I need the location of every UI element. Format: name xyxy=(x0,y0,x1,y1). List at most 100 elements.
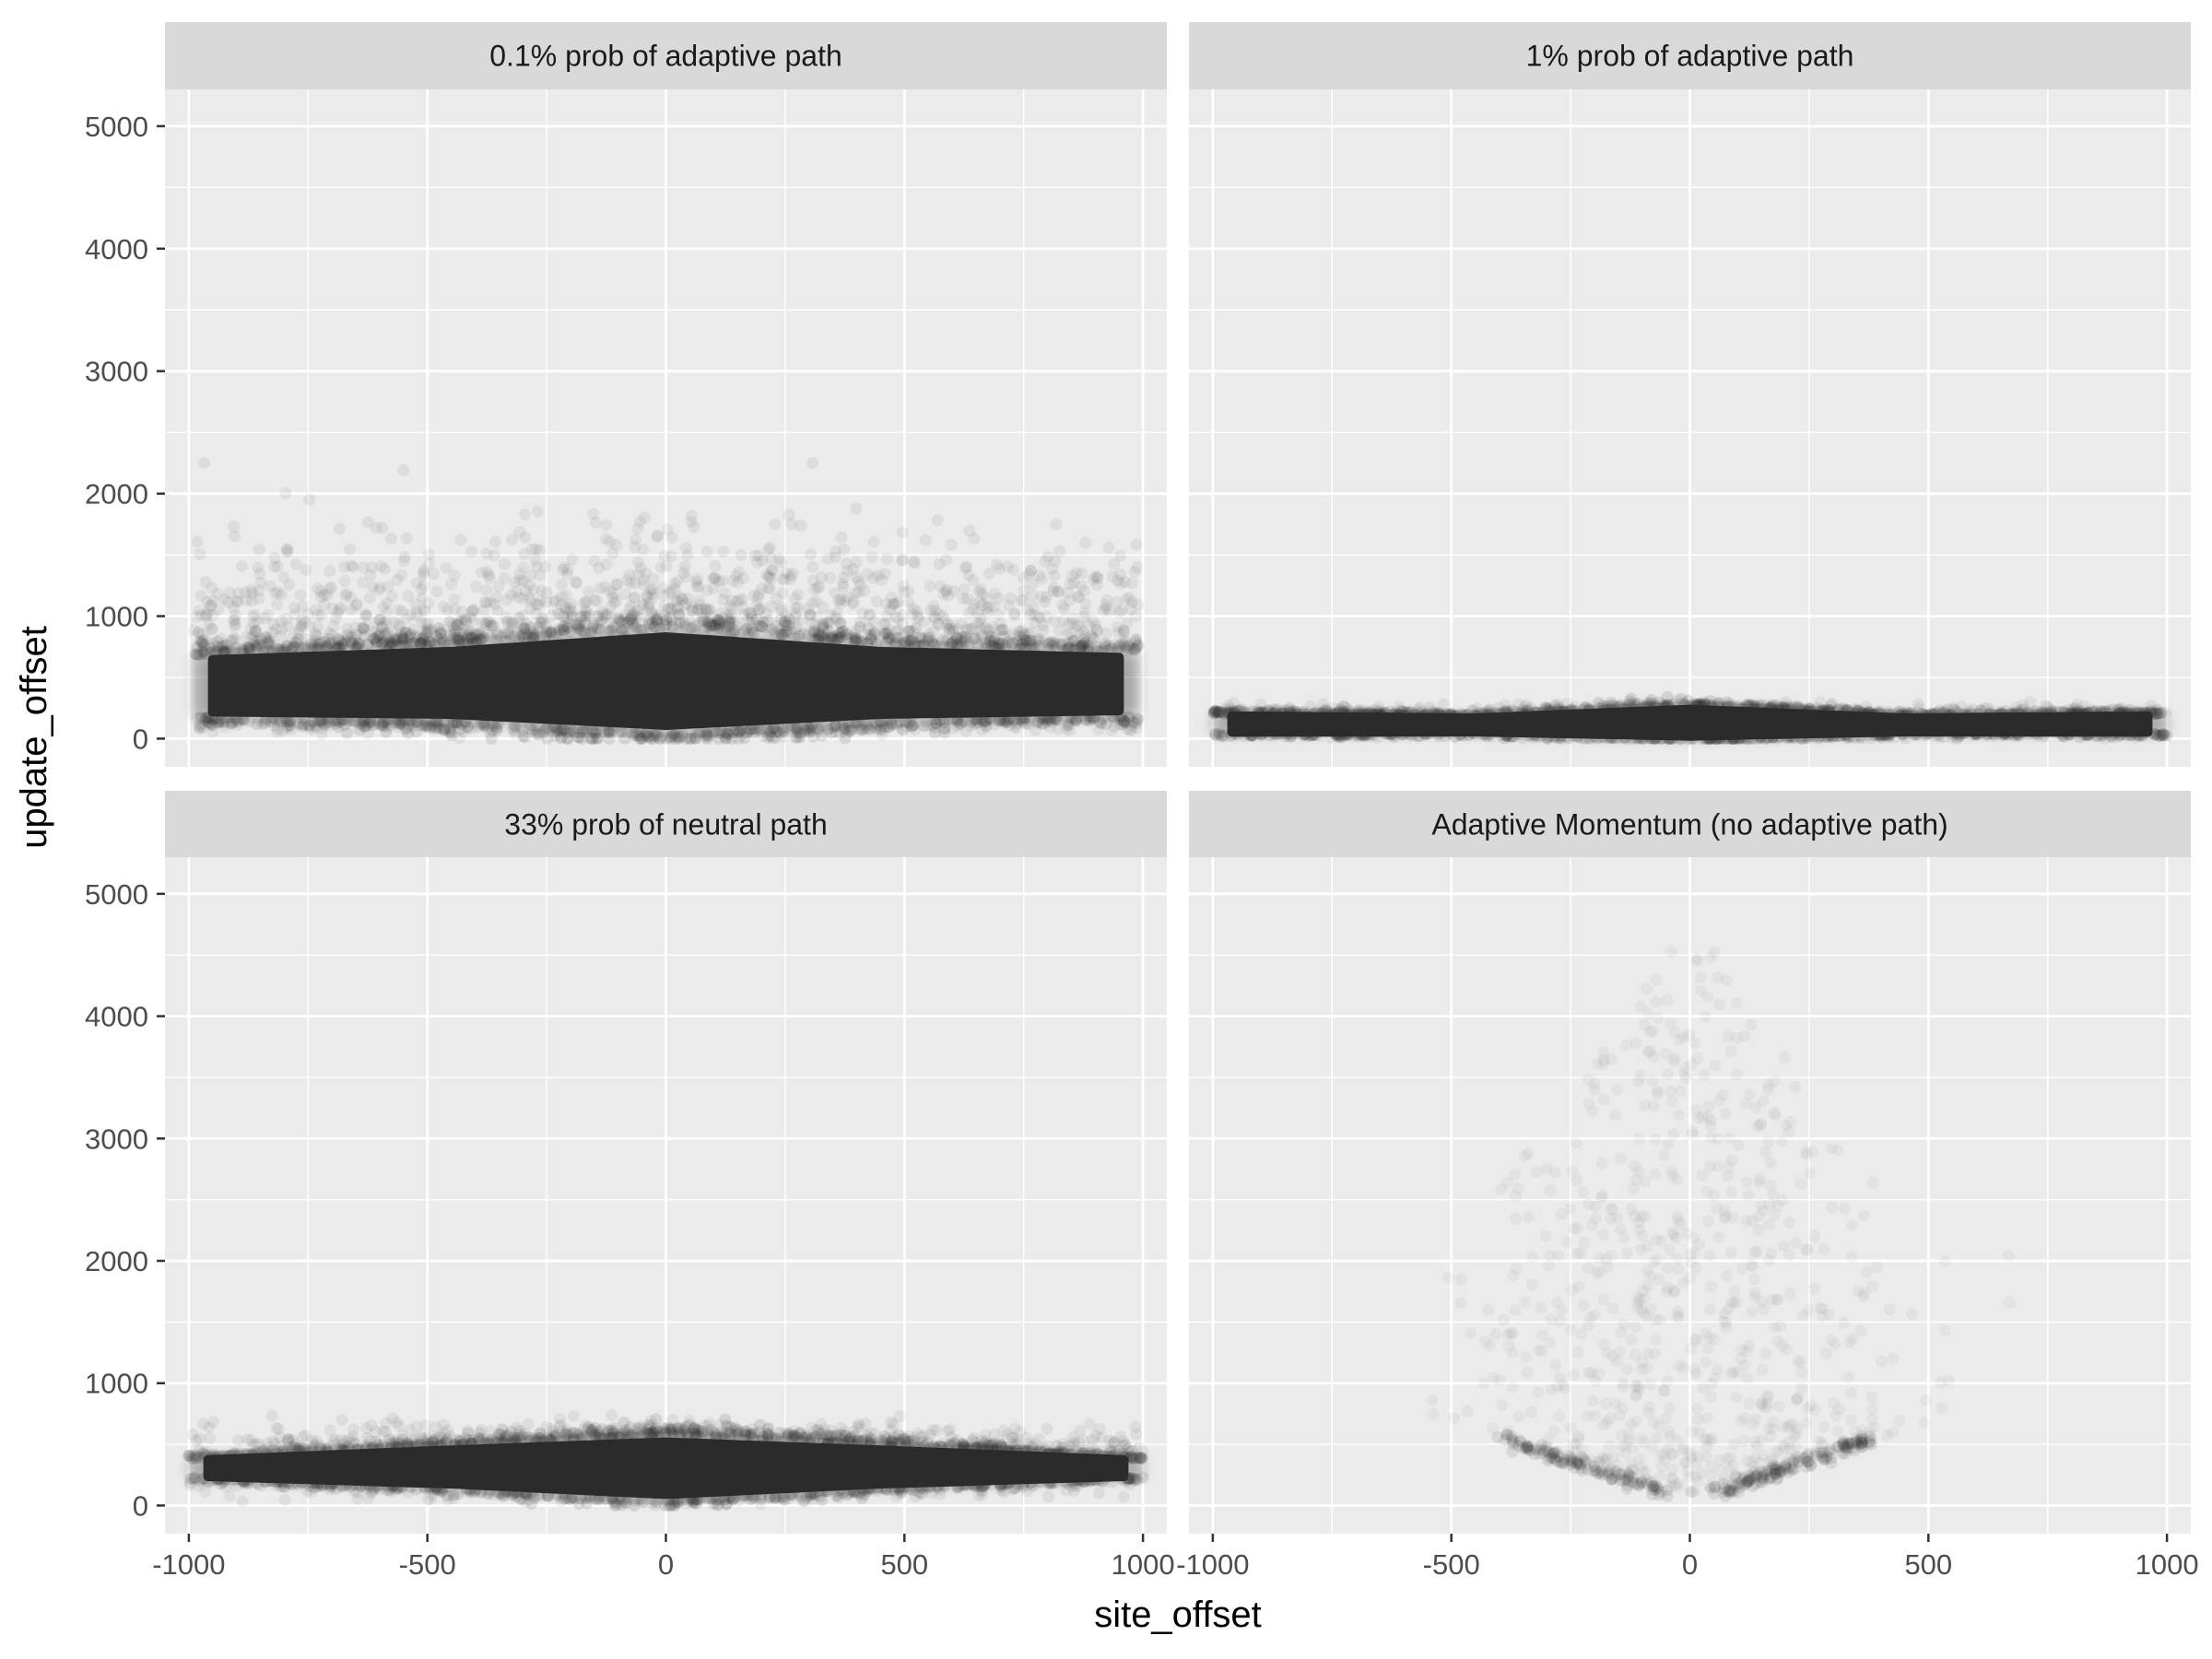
data-point xyxy=(971,607,984,620)
data-point xyxy=(654,561,667,574)
data-point xyxy=(558,561,571,574)
data-point xyxy=(982,1439,995,1452)
data-point xyxy=(835,531,848,544)
data-point xyxy=(484,616,497,629)
data-point xyxy=(223,1489,236,1502)
data-point xyxy=(370,636,382,649)
data-point xyxy=(498,558,511,571)
data-point xyxy=(753,603,766,616)
data-point xyxy=(297,600,310,613)
data-point xyxy=(1006,1483,1019,1496)
data-point xyxy=(434,1431,447,1444)
data-point xyxy=(386,1436,399,1449)
data-point xyxy=(288,640,300,653)
data-point xyxy=(1017,715,1030,728)
data-point xyxy=(648,1428,661,1441)
data-point xyxy=(407,716,420,729)
data-point xyxy=(962,623,975,636)
data-point xyxy=(469,580,482,593)
data-point xyxy=(981,602,994,615)
data-point xyxy=(834,593,847,606)
data-point xyxy=(370,522,382,535)
data-point xyxy=(1067,1485,1080,1498)
data-point xyxy=(634,561,647,574)
data-point xyxy=(980,721,993,734)
data-point xyxy=(861,723,874,735)
data-point xyxy=(665,731,677,744)
data-point xyxy=(480,565,493,578)
data-point xyxy=(549,729,562,742)
data-point xyxy=(446,619,459,632)
data-point xyxy=(353,724,366,736)
data-point xyxy=(1014,625,1027,638)
data-point xyxy=(745,1428,758,1441)
data-point xyxy=(1032,640,1045,653)
data-point xyxy=(1136,1445,1149,1458)
data-point xyxy=(849,586,862,599)
data-point xyxy=(419,718,432,731)
data-point xyxy=(488,598,501,611)
data-point xyxy=(700,603,712,616)
data-point xyxy=(739,1429,752,1441)
data-point xyxy=(542,625,555,638)
data-point xyxy=(839,722,852,735)
data-point xyxy=(530,560,543,573)
data-point xyxy=(1592,697,1605,710)
data-point xyxy=(1079,713,1092,726)
data-point xyxy=(306,1434,319,1447)
data-point xyxy=(845,1434,858,1447)
data-point xyxy=(1067,576,1080,589)
data-point xyxy=(265,1409,278,1422)
data-point xyxy=(906,633,919,646)
data-point xyxy=(395,630,408,643)
data-point xyxy=(719,1493,732,1506)
data-point xyxy=(813,629,826,641)
data-point xyxy=(706,610,719,623)
data-point xyxy=(625,1429,638,1441)
data-point xyxy=(808,627,821,640)
data-point xyxy=(1068,1441,1081,1454)
data-point xyxy=(893,1436,906,1449)
data-point xyxy=(560,724,573,737)
data-point xyxy=(300,1485,313,1498)
data-point xyxy=(610,594,623,607)
data-point xyxy=(274,629,287,642)
data-point xyxy=(576,1430,589,1443)
data-point xyxy=(530,543,543,556)
data-point xyxy=(384,719,397,732)
data-point xyxy=(556,563,569,576)
data-point xyxy=(482,615,495,628)
data-point xyxy=(519,1496,532,1509)
data-point xyxy=(813,629,826,642)
data-point xyxy=(1119,1438,1132,1451)
data-point xyxy=(1111,596,1124,609)
data-point xyxy=(731,594,744,607)
data-point xyxy=(630,605,643,618)
data-point xyxy=(225,718,238,731)
data-point xyxy=(2041,700,2054,713)
data-point xyxy=(265,627,278,640)
data-point xyxy=(390,1484,403,1497)
data-point xyxy=(641,589,653,602)
data-point xyxy=(453,626,466,639)
data-point xyxy=(480,583,493,596)
data-point xyxy=(745,1428,758,1441)
data-point xyxy=(959,635,972,648)
data-point xyxy=(447,628,460,641)
data-point xyxy=(1108,1436,1121,1449)
data-point xyxy=(850,556,863,569)
data-point xyxy=(197,639,210,652)
data-point xyxy=(939,722,952,735)
data-point xyxy=(438,635,451,648)
data-point xyxy=(488,535,501,548)
data-point xyxy=(473,1433,486,1446)
data-point xyxy=(438,722,451,735)
data-point xyxy=(1056,638,1069,651)
data-point xyxy=(938,726,951,739)
data-point xyxy=(973,595,986,608)
data-point xyxy=(995,1485,1008,1498)
data-point xyxy=(883,631,896,644)
data-point xyxy=(976,598,989,611)
data-point xyxy=(465,545,478,558)
data-point xyxy=(1026,1441,1039,1453)
